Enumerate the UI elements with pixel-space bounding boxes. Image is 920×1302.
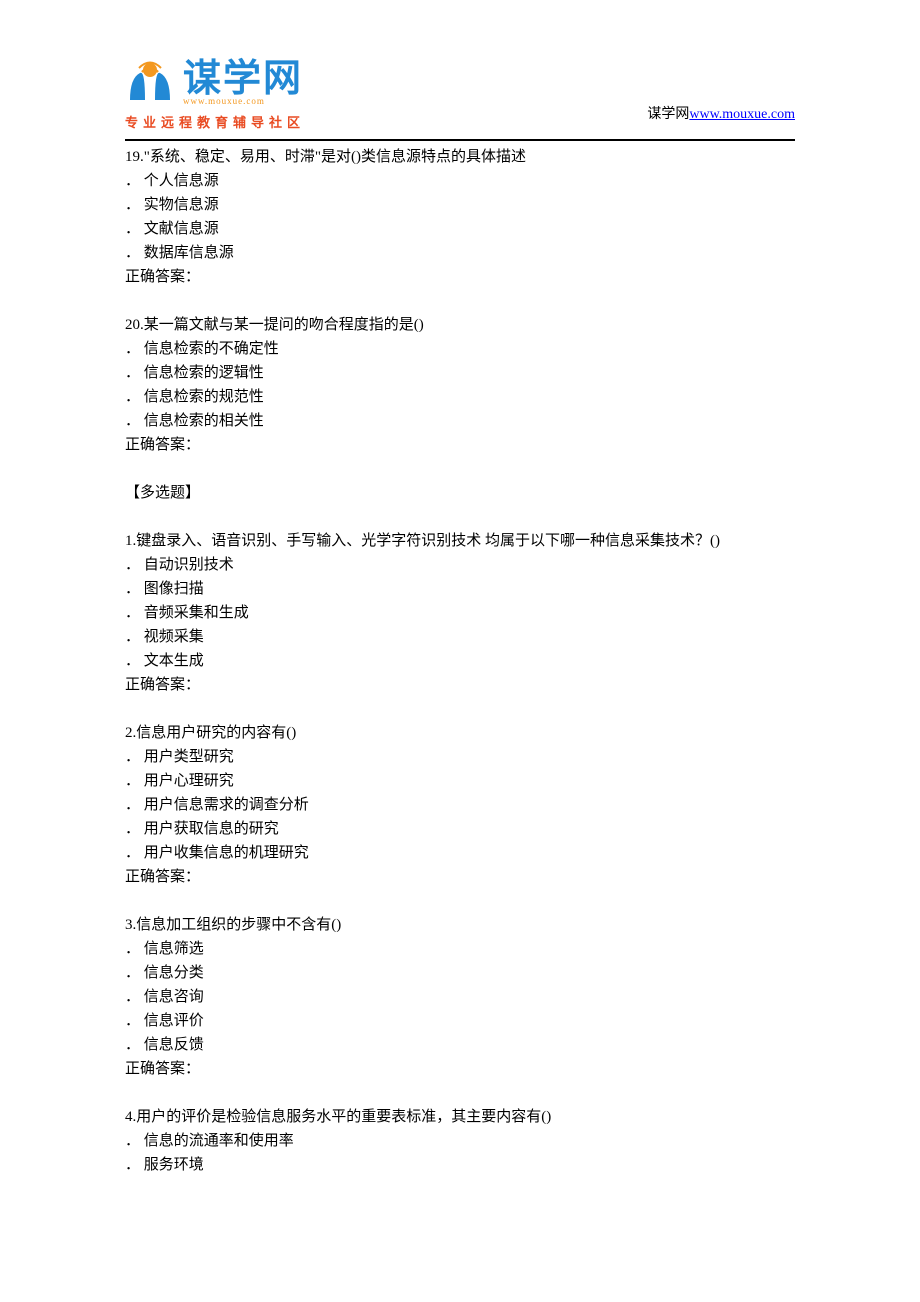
option-item: ． 服务环境: [125, 1153, 795, 1177]
option-item: ． 图像扫描: [125, 577, 795, 601]
option-item: ． 音频采集和生成: [125, 601, 795, 625]
option-item: ． 信息反馈: [125, 1033, 795, 1057]
logo-icon: [125, 58, 175, 108]
option-item: ． 个人信息源: [125, 169, 795, 193]
option-item: ． 信息检索的规范性: [125, 385, 795, 409]
option-item: ． 信息检索的相关性: [125, 409, 795, 433]
logo-url-small: www.mouxue.com: [183, 96, 303, 106]
answer-label: 正确答案：: [125, 673, 795, 697]
question-text: 19."系统、稳定、易用、时滞"是对()类信息源特点的具体描述: [125, 145, 795, 169]
option-item: ． 信息的流通率和使用率: [125, 1129, 795, 1153]
option-item: ． 实物信息源: [125, 193, 795, 217]
option-item: ． 用户心理研究: [125, 769, 795, 793]
section-header-multi: 【多选题】: [125, 481, 795, 505]
answer-label: 正确答案：: [125, 433, 795, 457]
option-item: ． 自动识别技术: [125, 553, 795, 577]
option-item: ． 用户类型研究: [125, 745, 795, 769]
question-text: 4.用户的评价是检验信息服务水平的重要表标准，其主要内容有(): [125, 1105, 795, 1129]
option-item: ． 用户获取信息的研究: [125, 817, 795, 841]
option-item: ． 信息评价: [125, 1009, 795, 1033]
question-text: 3.信息加工组织的步骤中不含有(): [125, 913, 795, 937]
option-item: ． 数据库信息源: [125, 241, 795, 265]
answer-label: 正确答案：: [125, 265, 795, 289]
logo-block: 谋学网 www.mouxue.com 专业远程教育辅导社区: [125, 58, 305, 131]
header-link[interactable]: www.mouxue.com: [689, 107, 795, 122]
option-item: ． 信息检索的不确定性: [125, 337, 795, 361]
option-item: ． 信息咨询: [125, 985, 795, 1009]
page-header: 谋学网 www.mouxue.com 专业远程教育辅导社区 谋学网www.mou…: [0, 0, 920, 131]
logo-subtitle: 专业远程教育辅导社区: [125, 112, 305, 131]
answer-label: 正确答案：: [125, 865, 795, 889]
multi-question-4: 4.用户的评价是检验信息服务水平的重要表标准，其主要内容有() ． 信息的流通率…: [125, 1105, 795, 1177]
option-item: ． 用户收集信息的机理研究: [125, 841, 795, 865]
header-right-text: 谋学网: [647, 107, 689, 122]
option-item: ． 用户信息需求的调查分析: [125, 793, 795, 817]
multi-question-1: 1.键盘录入、语音识别、手写输入、光学字符识别技术 均属于以下哪一种信息采集技术…: [125, 529, 795, 697]
question-text: 2.信息用户研究的内容有(): [125, 721, 795, 745]
main-content: 19."系统、稳定、易用、时滞"是对()类信息源特点的具体描述 ． 个人信息源 …: [0, 141, 920, 1177]
header-right: 谋学网www.mouxue.com: [647, 103, 795, 131]
question-19: 19."系统、稳定、易用、时滞"是对()类信息源特点的具体描述 ． 个人信息源 …: [125, 145, 795, 289]
option-item: ． 信息检索的逻辑性: [125, 361, 795, 385]
multi-question-3: 3.信息加工组织的步骤中不含有() ． 信息筛选 ． 信息分类 ． 信息咨询 ．…: [125, 913, 795, 1081]
question-text: 20.某一篇文献与某一提问的吻合程度指的是(): [125, 313, 795, 337]
logo-chinese-text: 谋学网: [183, 60, 303, 98]
question-text: 1.键盘录入、语音识别、手写输入、光学字符识别技术 均属于以下哪一种信息采集技术…: [125, 529, 795, 553]
option-item: ． 文本生成: [125, 649, 795, 673]
option-item: ． 视频采集: [125, 625, 795, 649]
option-item: ． 信息分类: [125, 961, 795, 985]
answer-label: 正确答案：: [125, 1057, 795, 1081]
logo-text-block: 谋学网 www.mouxue.com: [183, 60, 303, 106]
multi-question-2: 2.信息用户研究的内容有() ． 用户类型研究 ． 用户心理研究 ． 用户信息需…: [125, 721, 795, 889]
option-item: ． 信息筛选: [125, 937, 795, 961]
logo-main: 谋学网 www.mouxue.com: [125, 58, 305, 108]
option-item: ． 文献信息源: [125, 217, 795, 241]
question-20: 20.某一篇文献与某一提问的吻合程度指的是() ． 信息检索的不确定性 ． 信息…: [125, 313, 795, 457]
